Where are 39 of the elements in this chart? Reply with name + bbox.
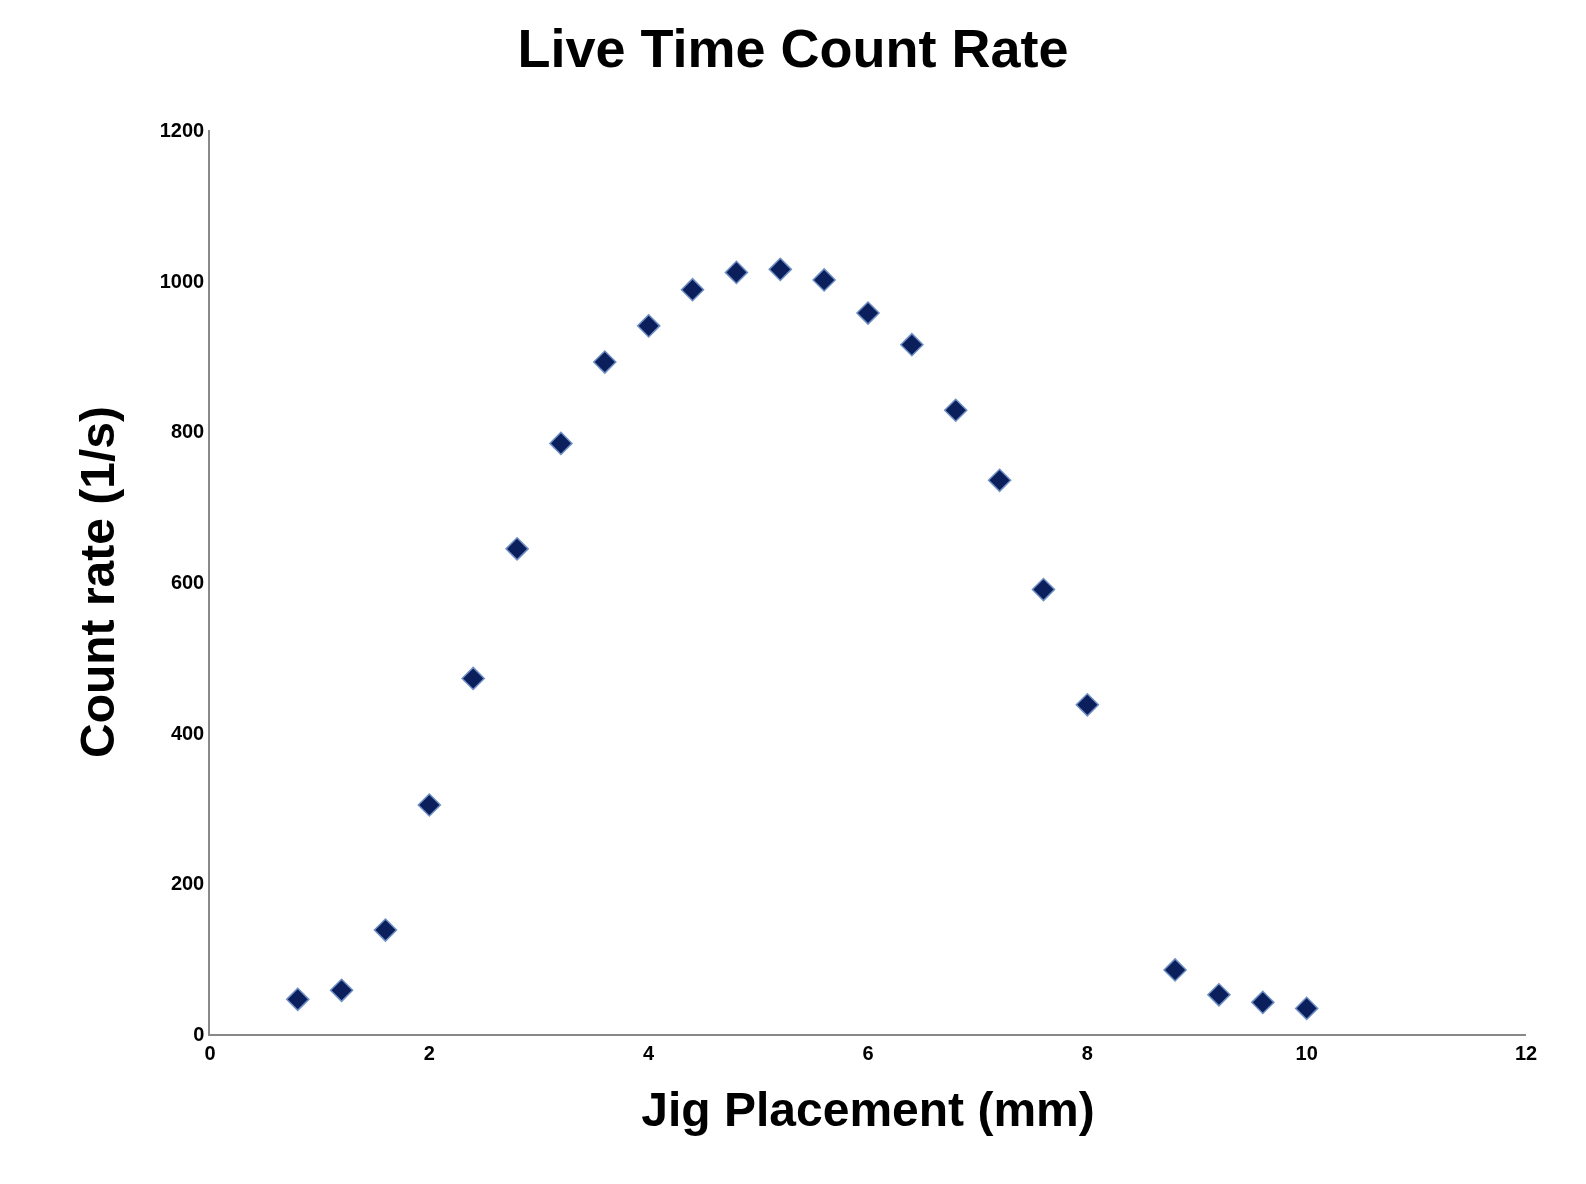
- y-tick-label: 1200: [159, 119, 205, 141]
- point: [1075, 692, 1100, 717]
- point: [505, 537, 529, 561]
- y-tick-label: 200: [170, 872, 205, 895]
- point: [724, 260, 749, 285]
- point: [1207, 983, 1231, 1007]
- point: [943, 398, 968, 423]
- point: [549, 431, 573, 456]
- y-tick-label: 600: [170, 571, 205, 593]
- point: [461, 666, 485, 691]
- y-tick-label: 400: [170, 721, 205, 744]
- y-tick-label: 0: [193, 1023, 205, 1045]
- x-tick-label: 4: [643, 1041, 656, 1064]
- point: [1163, 958, 1187, 982]
- y-axis-title: Count rate (1/s): [70, 405, 124, 759]
- point: [1294, 996, 1319, 1021]
- point: [680, 277, 705, 302]
- point: [285, 987, 310, 1012]
- point: [987, 468, 1012, 493]
- point: [768, 257, 793, 282]
- x-axis-title: Jig Placement (mm): [641, 1083, 1095, 1137]
- point: [373, 918, 398, 942]
- point: [1031, 577, 1056, 602]
- point: [593, 350, 617, 374]
- x-tick-label: 2: [423, 1041, 435, 1064]
- y-tick-label: 1000: [159, 269, 205, 292]
- chart-title: Live Time Count Rate: [517, 18, 1069, 79]
- x-tick-label: 12: [1514, 1041, 1538, 1064]
- point: [636, 314, 661, 338]
- point: [329, 978, 354, 1003]
- point: [900, 332, 924, 357]
- x-tick-label: 8: [1081, 1041, 1093, 1064]
- x-tick-label: 6: [862, 1041, 874, 1064]
- x-tick-label: 10: [1295, 1041, 1318, 1064]
- point: [856, 301, 880, 325]
- point: [417, 793, 442, 817]
- y-tick-label: 800: [170, 420, 205, 443]
- point: [812, 268, 836, 292]
- point: [1251, 990, 1275, 1015]
